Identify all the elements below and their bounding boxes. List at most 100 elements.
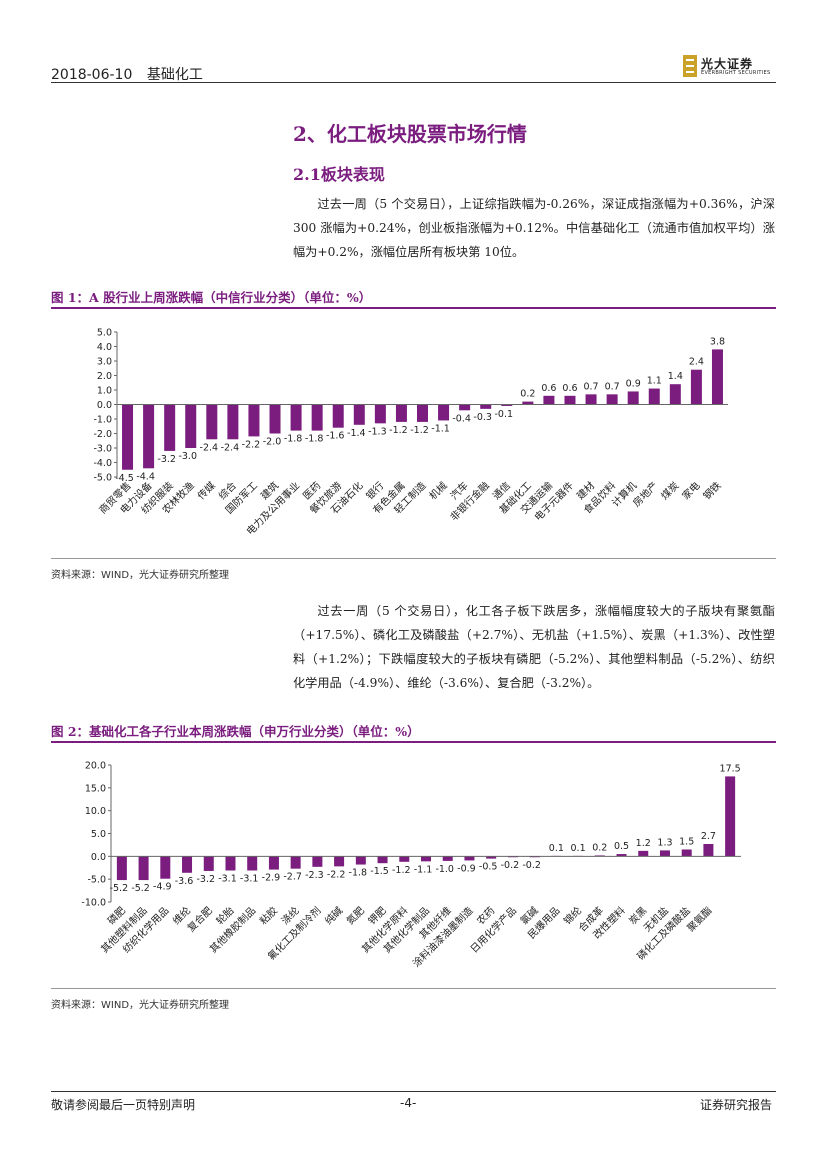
- data-label: -4.5: [115, 473, 134, 484]
- bar: [711, 349, 723, 405]
- data-label: 0.1: [549, 843, 564, 854]
- data-label: -0.2: [501, 860, 520, 871]
- data-label: 0.1: [571, 843, 586, 854]
- bar: [164, 404, 176, 451]
- y-tick-label: -5.0: [93, 473, 112, 484]
- subsection-title: 2.1板块表现: [293, 165, 385, 184]
- data-label: -1.5: [370, 866, 389, 877]
- data-label: 1.1: [647, 376, 662, 387]
- category-label: 非银行金融: [447, 479, 492, 524]
- bar: [442, 856, 453, 861]
- company-logo: 光大证券 EVERBRIGHT SECURITIES: [683, 55, 775, 81]
- bar: [203, 856, 214, 871]
- data-label: -3.6: [175, 876, 194, 887]
- bar: [248, 404, 260, 437]
- y-tick-label: 1.0: [97, 386, 112, 397]
- category-label: 家电: [679, 479, 702, 502]
- data-label: -1.1: [431, 423, 450, 434]
- bar: [334, 856, 345, 867]
- y-tick-label: 15.0: [85, 783, 106, 794]
- footer-report-type: 证券研究报告: [700, 1098, 773, 1112]
- report-date: 2018-06-10: [51, 67, 133, 83]
- data-label: -5.2: [131, 883, 150, 894]
- bar: [247, 856, 258, 871]
- bar: [638, 850, 649, 857]
- data-label: 0.2: [592, 842, 607, 853]
- data-label: -3.2: [157, 454, 176, 465]
- bar: [374, 404, 386, 424]
- data-label: -4.4: [136, 471, 155, 482]
- y-tick-label: 2.0: [97, 371, 112, 382]
- data-label: -2.4: [200, 442, 219, 453]
- bar: [227, 404, 239, 440]
- y-tick-label: 4.0: [97, 342, 112, 353]
- data-label: -1.2: [389, 425, 408, 436]
- bar: [627, 391, 639, 405]
- data-label: 2.4: [689, 357, 704, 368]
- data-label: -4.9: [153, 882, 172, 893]
- y-tick-label: -2.0: [93, 429, 112, 440]
- figure1-divider: [51, 307, 776, 309]
- bar: [395, 404, 407, 422]
- category-label: 氮肥: [344, 904, 367, 927]
- data-label: -1.6: [326, 431, 345, 442]
- bar: [355, 856, 366, 865]
- data-label: -3.2: [196, 874, 215, 885]
- data-label: 1.5: [679, 836, 694, 847]
- bar: [185, 404, 197, 448]
- bar: [269, 404, 281, 434]
- figure2-bottom-divider: [51, 988, 776, 989]
- category-label: 煤炭: [658, 479, 681, 502]
- category-label: 粘胶: [257, 904, 280, 927]
- bar: [501, 404, 513, 406]
- data-label: -0.5: [479, 862, 498, 873]
- bar: [585, 394, 597, 405]
- bar: [543, 395, 555, 405]
- bar: [421, 856, 431, 862]
- data-label: 2.7: [701, 831, 716, 842]
- report-category: 基础化工: [146, 67, 203, 83]
- category-label: 钢铁: [700, 479, 723, 502]
- category-label: 传媒: [195, 480, 218, 503]
- category-label: 纯碱: [322, 904, 345, 927]
- footer-divider: [51, 1091, 776, 1092]
- data-label: -2.2: [327, 869, 346, 880]
- bar: [464, 856, 475, 861]
- page-header: 2018-06-10 基础化工: [51, 64, 213, 84]
- data-label: -1.8: [349, 868, 368, 879]
- data-label: -0.9: [457, 863, 476, 874]
- header-divider: [51, 82, 776, 83]
- data-label: 3.8: [710, 336, 725, 347]
- paragraph-subsectors: 过去一周（5 个交易日），化工各子板下跌居多，涨幅幅度较大的子版块有聚氨酯（+1…: [293, 604, 775, 690]
- bar: [290, 404, 302, 431]
- category-label: 聚氨酯: [684, 904, 714, 934]
- bar: [206, 404, 218, 440]
- bar: [459, 404, 471, 411]
- bar: [116, 856, 127, 881]
- data-label: -3.1: [240, 873, 259, 884]
- bar: [681, 849, 692, 857]
- data-label: 17.5: [720, 763, 741, 774]
- data-label: -2.0: [263, 437, 282, 448]
- bar: [377, 856, 388, 864]
- bar: [438, 404, 450, 421]
- data-label: 0.7: [605, 381, 620, 392]
- data-label: 0.5: [614, 841, 629, 852]
- data-label: 0.9: [626, 378, 641, 389]
- data-label: -0.4: [452, 413, 471, 424]
- bar: [480, 404, 492, 409]
- data-label: 0.7: [583, 381, 598, 392]
- data-label: -3.0: [178, 451, 197, 462]
- data-label: -0.1: [495, 409, 514, 420]
- bar: [160, 856, 171, 879]
- logo-icon: [683, 55, 697, 77]
- section-title: 2、化工板块股票市场行情: [293, 122, 527, 146]
- bar: [564, 395, 576, 405]
- y-tick-label: 3.0: [97, 357, 112, 368]
- bar: [122, 404, 134, 470]
- data-label: -1.0: [435, 864, 454, 875]
- bar: [290, 856, 301, 869]
- bar: [143, 404, 155, 469]
- y-tick-label: 5.0: [91, 829, 106, 840]
- figure1-source: 资料来源：WIND，光大证券研究所整理: [51, 570, 230, 581]
